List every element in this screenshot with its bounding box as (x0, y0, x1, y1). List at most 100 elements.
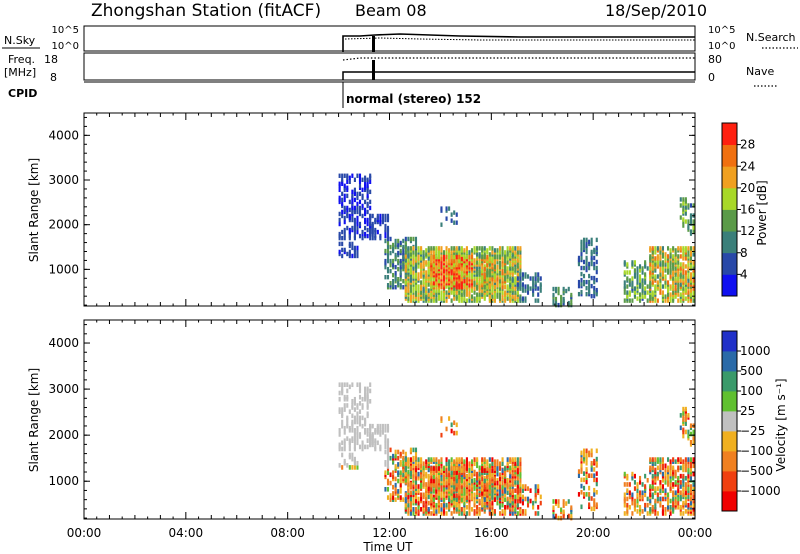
power-cell (402, 279, 405, 284)
velocity-cell (404, 461, 407, 467)
power-cell (343, 205, 346, 211)
velocity-cell (582, 448, 586, 454)
velocity-cell (430, 478, 433, 484)
power-cell (473, 296, 476, 301)
velocity-cell (654, 511, 657, 516)
power-cell (687, 223, 690, 228)
velocity-cell (641, 509, 644, 514)
power-cell (404, 286, 407, 291)
freq-label-top: Freq. (8, 53, 35, 66)
power-cell (692, 268, 695, 273)
velocity-cell (460, 465, 463, 471)
power-cell (590, 241, 593, 247)
velocity-cell (514, 457, 517, 462)
power-cell (481, 274, 484, 280)
velocity-cell (534, 511, 537, 516)
power-cell (682, 252, 685, 257)
power-cell (496, 260, 499, 265)
velocity-cell (496, 480, 499, 486)
power-cell (356, 249, 359, 255)
power-cell (338, 195, 341, 201)
power-cell (346, 193, 349, 199)
velocity-cell (407, 457, 410, 462)
power-cell (483, 285, 486, 290)
power-cell (386, 266, 390, 272)
velocity-cell (570, 513, 573, 519)
power-cell (509, 262, 512, 267)
time-tick-label: 16:00 (474, 526, 509, 540)
velocity-cell (453, 459, 456, 464)
nsearch-trace (344, 37, 695, 41)
power-cell (402, 250, 405, 256)
power-cell (593, 261, 596, 267)
power-ylabel: Slant Range [km] (27, 158, 41, 262)
velocity-cell (450, 422, 453, 428)
power-cell (577, 283, 580, 289)
power-cell (638, 278, 642, 283)
power-cell (346, 205, 349, 211)
velocity-cell (661, 496, 665, 502)
velocity-cell (516, 461, 519, 467)
velocity-cell (692, 440, 695, 445)
power-cell (356, 225, 359, 231)
power-cell (358, 233, 362, 239)
power-cell (516, 246, 519, 251)
velocity-cell (687, 463, 690, 469)
velocity-cell (453, 466, 456, 471)
power-cell (644, 290, 647, 295)
velocity-cell (425, 459, 428, 464)
velocity-cell (412, 511, 415, 516)
power-cell (514, 290, 517, 295)
power-cell (666, 254, 670, 259)
power-cell (369, 205, 372, 211)
velocity-cell (450, 511, 453, 516)
power-cell (470, 252, 474, 257)
power-cell (537, 298, 540, 303)
power-cell (430, 254, 433, 260)
power-cell (638, 264, 642, 269)
power-cell (468, 250, 471, 255)
power-cell (361, 187, 364, 193)
power-cell (516, 272, 519, 277)
velocity-cell (582, 452, 586, 458)
power-cell (384, 233, 387, 239)
velocity-cell (560, 515, 563, 521)
y-tick-label: 2000 (48, 428, 79, 442)
velocity-cell (646, 502, 649, 508)
power-cell (491, 250, 494, 255)
power-cell (506, 260, 509, 265)
velocity-cell (590, 506, 593, 512)
power-cell (361, 229, 364, 235)
power-cell (358, 183, 362, 189)
velocity-cell (386, 444, 390, 450)
power-cell (623, 280, 626, 285)
velocity-cell (684, 482, 687, 487)
velocity-cell (631, 471, 634, 477)
power-cell (567, 286, 570, 292)
velocity-cell (567, 513, 570, 519)
power-cell (537, 272, 540, 277)
power-cell (577, 279, 580, 285)
velocity-cell (346, 403, 349, 408)
colorbar-tick-label: −1000 (740, 484, 781, 498)
velocity-cell (593, 458, 596, 464)
power-cell (682, 217, 685, 222)
power-cell (585, 261, 588, 267)
velocity-cell (692, 490, 695, 496)
power-cell (552, 292, 555, 298)
velocity-cell (580, 504, 583, 510)
velocity-cell (537, 504, 540, 510)
colorbar-swatch (722, 471, 737, 492)
velocity-cell (455, 466, 458, 471)
velocity-cell (682, 511, 685, 516)
power-cell (677, 288, 680, 293)
velocity-cell (409, 465, 412, 471)
power-cell (356, 215, 359, 221)
power-cell (425, 274, 428, 279)
power-cell (644, 294, 647, 299)
power-cell (649, 270, 652, 275)
power-cell (420, 280, 423, 285)
power-cell (486, 268, 489, 273)
power-cell (590, 283, 593, 289)
power-cell (623, 270, 626, 275)
